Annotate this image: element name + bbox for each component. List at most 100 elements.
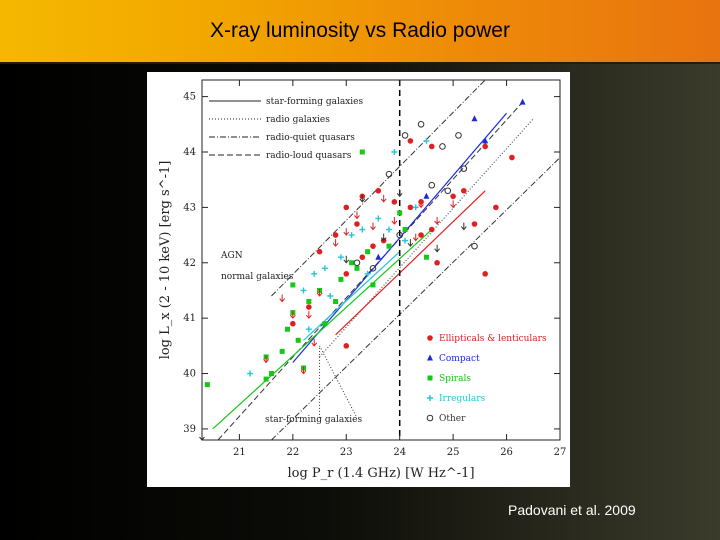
data-point [375, 253, 382, 260]
data-point [386, 243, 392, 249]
data-point [401, 132, 409, 139]
data-point [343, 343, 350, 349]
data-point [343, 255, 350, 264]
data-point [450, 193, 456, 200]
reference-line [319, 345, 358, 419]
line-legend-label: radio galaxies [266, 115, 330, 125]
line-legend: star-forming galaxies radio galaxies radio… [209, 97, 363, 161]
y-tick-label: 39 [183, 424, 196, 435]
point-legend-label: Irregulars [439, 394, 486, 404]
data-point [359, 226, 366, 233]
data-point [482, 137, 489, 144]
data-point [412, 204, 419, 211]
x-tick-label: 21 [233, 447, 246, 458]
data-point [471, 221, 478, 227]
data-point [397, 210, 403, 216]
data-point [263, 355, 270, 364]
data-point [434, 217, 440, 225]
agn-annotation: AGN [220, 251, 243, 261]
data-point [332, 232, 339, 238]
data-point [391, 199, 398, 205]
scatter-chart: 21 22 23 24 25 26 27 39 40 41 42 43 44 45 log P_r (1.… [158, 79, 566, 481]
data-point [263, 376, 269, 382]
data-point [359, 149, 365, 155]
point-legend-label: Spirals [439, 374, 471, 384]
point-legend-label: Other [439, 414, 466, 424]
data-point [444, 187, 452, 195]
data-point [284, 326, 290, 332]
title-bar: X-ray luminosity vs Radio power [0, 0, 720, 64]
data-point [305, 311, 312, 319]
data-point [519, 98, 526, 105]
data-point [428, 181, 436, 189]
data-point [364, 270, 371, 277]
data-point [434, 259, 440, 266]
point-legend-label: Ellipticals & lenticulars [439, 334, 547, 344]
data-point [407, 204, 414, 211]
y-tick-label: 40 [183, 369, 196, 380]
data-point [343, 204, 350, 211]
x-tick-label: 24 [393, 447, 406, 458]
data-point [290, 282, 296, 288]
point-legend-label: Compact [439, 354, 480, 364]
fit-line [212, 229, 433, 430]
data-point [450, 200, 457, 209]
data-point [402, 237, 409, 244]
data-point [289, 311, 296, 319]
data-point [460, 222, 467, 231]
data-point [316, 289, 323, 297]
point-legend-marker [427, 335, 433, 341]
point-legend-marker [427, 375, 433, 381]
axis-ticks: 21 22 23 24 25 26 27 39 40 41 42 43 44 45 [183, 80, 566, 458]
normal-galaxies-annotation: normal galaxies [221, 272, 294, 282]
y-tick-label: 45 [183, 92, 196, 103]
data-point [386, 226, 393, 233]
line-legend-label: star-forming galaxies [266, 97, 363, 107]
point-legend-marker [426, 414, 434, 422]
data-point [370, 222, 376, 231]
data-point [295, 337, 301, 343]
data-point [306, 304, 312, 310]
data-point [354, 221, 360, 227]
y-tick-label: 41 [183, 313, 196, 324]
data-point [482, 143, 488, 150]
data-point [482, 271, 488, 277]
line-legend-label: radio-loud quasars [266, 151, 352, 161]
plot-frame [201, 79, 561, 441]
data-point [428, 143, 435, 150]
data-point [402, 227, 408, 233]
data-point [332, 239, 339, 247]
data-point [418, 232, 424, 238]
data-point [268, 371, 274, 377]
y-tick-label: 42 [183, 258, 196, 269]
data-point [327, 293, 334, 299]
data-point [343, 271, 350, 277]
y-axis-label: log L_x (2 - 10 keV) [erg s^-1] [158, 161, 173, 360]
data-point [417, 121, 425, 128]
point-legend-marker [427, 395, 433, 401]
point-legend-marker [427, 354, 433, 361]
data-points [199, 98, 526, 441]
data-point [423, 254, 429, 260]
reference-line [217, 101, 523, 441]
data-point [493, 204, 499, 211]
data-point [321, 265, 328, 272]
data-point [305, 326, 312, 333]
data-point [509, 154, 515, 161]
data-point [247, 370, 254, 377]
x-tick-label: 27 [554, 447, 567, 458]
data-point [370, 282, 376, 288]
reference-line [271, 157, 561, 441]
data-point [306, 299, 312, 305]
data-point [423, 192, 430, 199]
data-point [434, 244, 440, 253]
x-tick-label: 22 [286, 447, 299, 458]
point-legend: Ellipticals & lenticulars Compact Spirals I… [426, 334, 547, 424]
data-point [338, 276, 344, 282]
fit-line [303, 251, 401, 341]
data-point [412, 233, 419, 242]
data-point [354, 211, 360, 220]
data-point [322, 321, 328, 327]
data-point [354, 265, 360, 271]
